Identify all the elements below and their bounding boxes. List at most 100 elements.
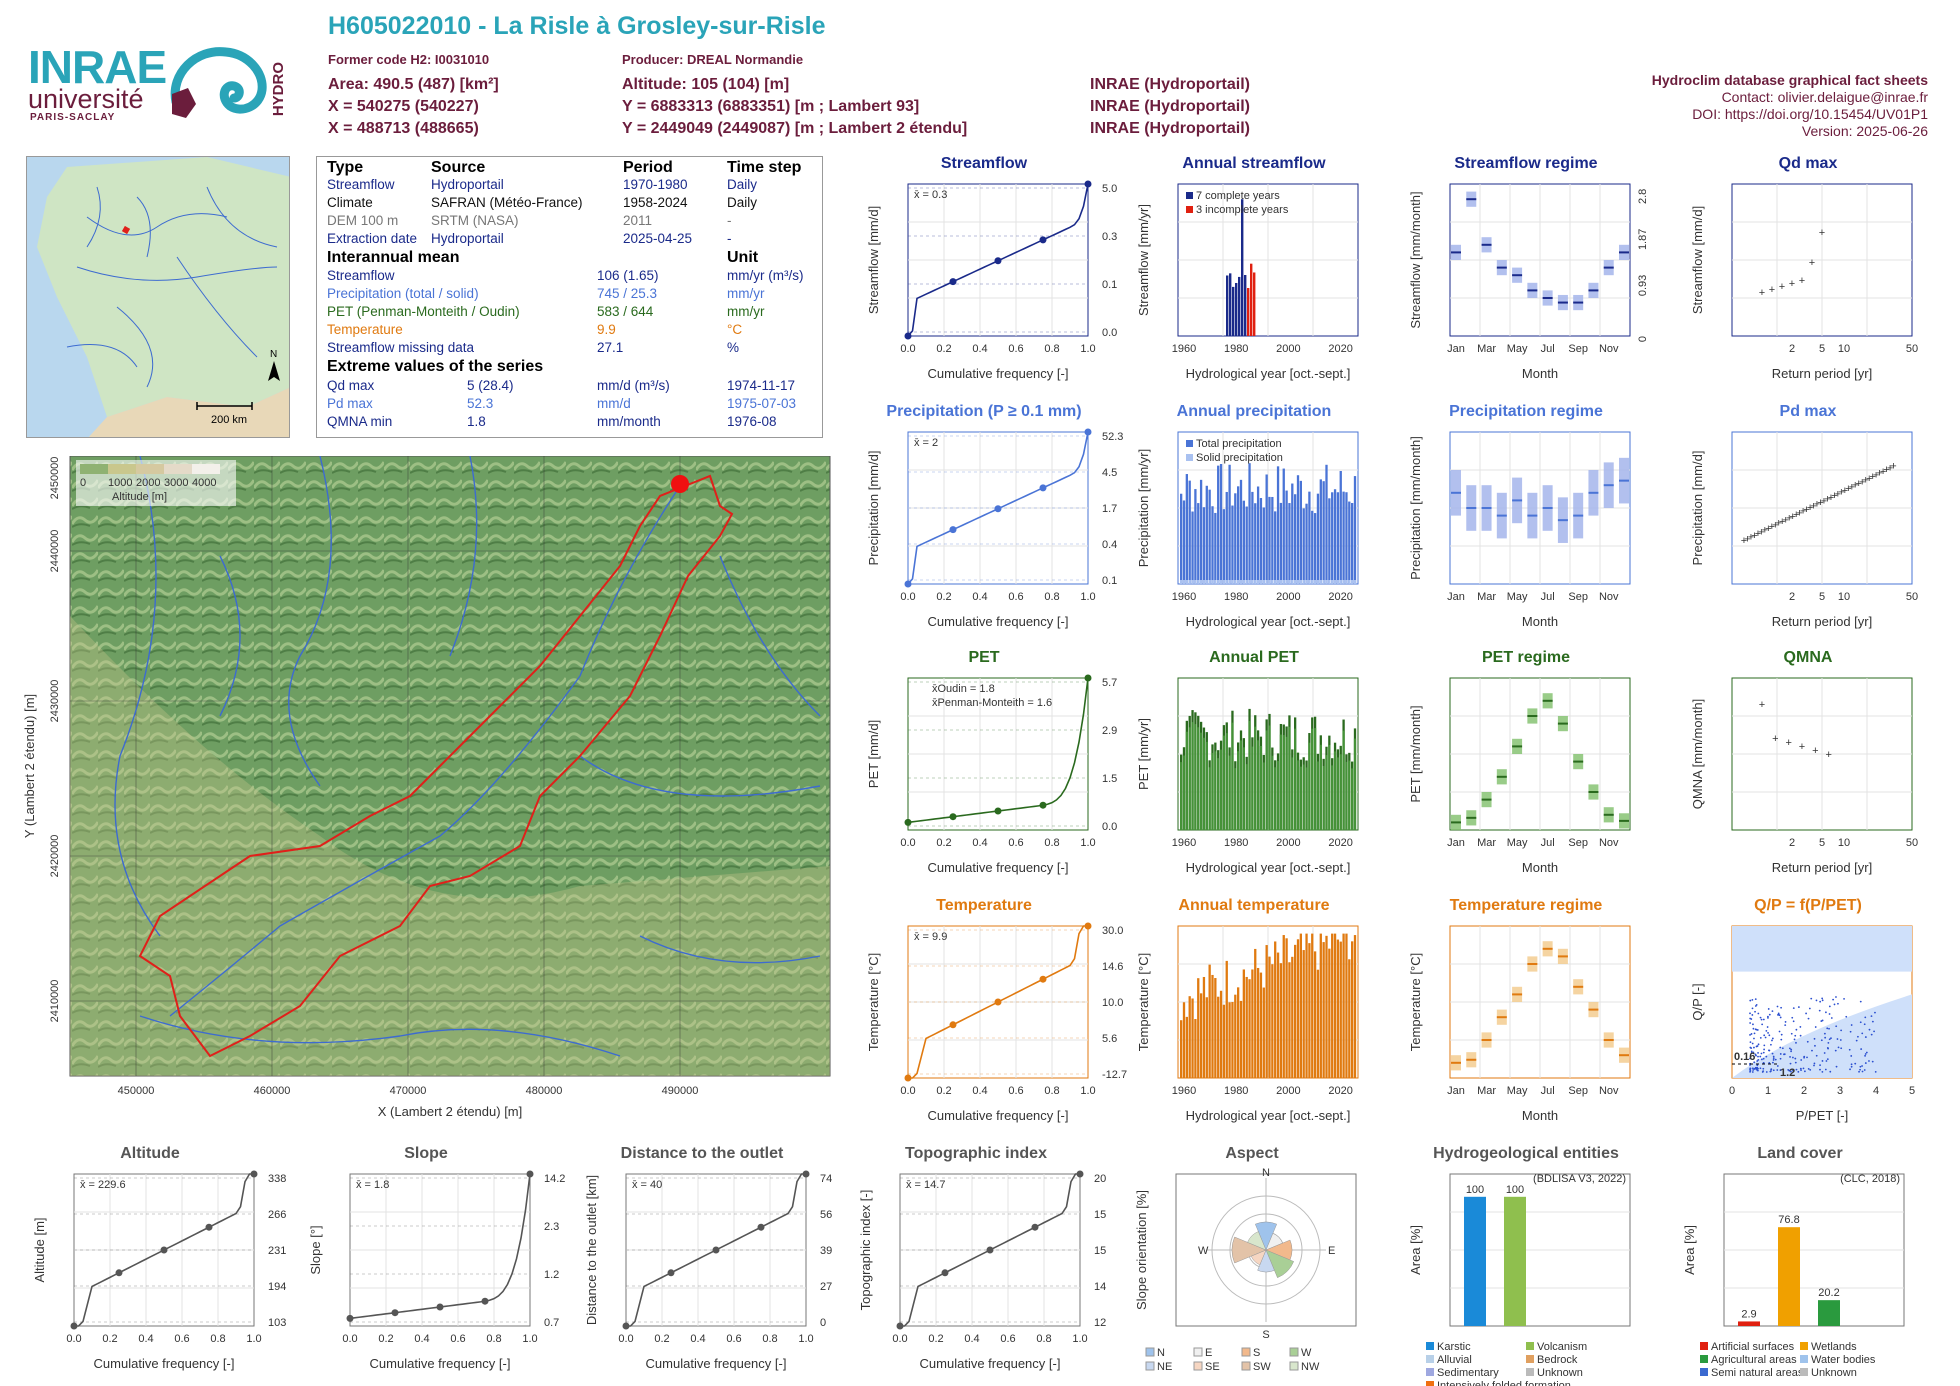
quantile-point xyxy=(1031,1223,1039,1231)
plot-frame xyxy=(625,1173,807,1327)
budyko-point xyxy=(1771,1037,1774,1040)
source-note: (BDLISA V3, 2022) xyxy=(1533,1173,1626,1185)
legend-swatch xyxy=(1800,1355,1808,1363)
legend-label: E xyxy=(1205,1347,1212,1359)
return-point: + xyxy=(1814,499,1820,511)
budyko-point xyxy=(1849,1068,1851,1071)
budyko-point xyxy=(1794,1034,1797,1037)
source-1: INRAE (Hydroportail) xyxy=(1090,76,1250,93)
quantile-label: 4.5 xyxy=(1102,467,1117,479)
legend-label: 3 incomplete years xyxy=(1196,204,1289,216)
x-tick: Jul xyxy=(1541,591,1555,603)
budyko-point xyxy=(1783,1053,1786,1056)
budyko-point xyxy=(1761,1023,1764,1026)
annual-bar-2 xyxy=(1339,754,1342,830)
solid-bar xyxy=(1265,580,1268,584)
basin-map: 0 1000 2000 3000 4000 Altitude [m] 45000… xyxy=(22,456,831,1119)
budyko-point xyxy=(1749,1067,1752,1070)
legend-swatch xyxy=(1186,192,1193,199)
map-xtick: 490000 xyxy=(662,1085,699,1097)
quantile-point xyxy=(436,1303,444,1311)
annual-bar xyxy=(1235,282,1238,336)
x-tick: 1.0 xyxy=(1072,1333,1087,1345)
map-legend-tick: 0 xyxy=(80,477,86,489)
annual-bar xyxy=(1271,496,1274,584)
x-tick: Mar xyxy=(1477,1085,1496,1097)
annual-bar xyxy=(1288,962,1291,1078)
x-tick: 1.0 xyxy=(798,1333,813,1345)
x-tick: Jul xyxy=(1541,1085,1555,1097)
budyko-point xyxy=(1757,1052,1759,1054)
annual-bar xyxy=(1305,760,1308,830)
france-minimap: 200 km N xyxy=(26,156,290,438)
return-point: + xyxy=(1862,475,1868,487)
annual-bar-2 xyxy=(1299,766,1302,830)
budyko-point xyxy=(1826,1058,1829,1061)
annual-bar xyxy=(1180,1020,1183,1078)
quantile-label: 1.5 xyxy=(1102,773,1117,785)
info-cell: 1970-1980 xyxy=(623,177,688,192)
category-bar xyxy=(1504,1196,1526,1326)
y-l2: Y = 2449049 (2449087) [m ; Lambert 2 éte… xyxy=(622,120,968,137)
budyko-point xyxy=(1771,1039,1773,1042)
chart-temperature: Temperature Cumulative frequency [-] Tempe… xyxy=(866,897,1127,1123)
quantile-point xyxy=(904,332,912,340)
legend-label: NE xyxy=(1157,1361,1172,1373)
regime-box xyxy=(1496,260,1507,276)
annual-bar xyxy=(1188,480,1191,584)
regime-box xyxy=(1588,784,1599,800)
regime-box xyxy=(1481,1032,1492,1048)
solid-bar xyxy=(1294,580,1297,584)
info-cell: PET (Penman-Monteith / Oudin) xyxy=(327,304,520,319)
annual-bar xyxy=(1348,959,1351,1078)
budyko-point xyxy=(1753,1046,1755,1049)
budyko-point xyxy=(1749,1017,1752,1020)
x-tick: 0.8 xyxy=(762,1333,777,1345)
x-tick: 0.0 xyxy=(618,1333,633,1345)
y-axis-label: Slope orientation [%] xyxy=(1134,1190,1149,1310)
x-axis-label: Return period [yr] xyxy=(1772,366,1872,381)
y-axis-label: QMNA [mm/month] xyxy=(1690,699,1705,810)
solid-bar xyxy=(1242,580,1245,584)
annual-bar xyxy=(1247,288,1250,336)
budyko-point xyxy=(1818,1009,1821,1012)
budyko-point xyxy=(1779,1069,1782,1071)
annual-bar-2 xyxy=(1328,745,1331,830)
x-axis-label: Month xyxy=(1522,860,1558,875)
annual-bar xyxy=(1182,747,1186,830)
return-point: + xyxy=(1810,500,1816,512)
info-cell: mm/yr (m³/s) xyxy=(727,268,804,283)
annual-bar-2 xyxy=(1325,755,1328,830)
budyko-point xyxy=(1767,1015,1769,1018)
plot-frame xyxy=(899,1173,1081,1327)
return-point: + xyxy=(1799,741,1805,753)
annual-bar xyxy=(1282,468,1285,584)
budyko-point xyxy=(1754,1066,1757,1069)
budyko-point xyxy=(1779,1046,1782,1049)
map-ylabel: Y (Lambert 2 étendu) [m] xyxy=(22,694,37,838)
budyko-point xyxy=(1779,1053,1782,1055)
annual-bar xyxy=(1208,489,1211,584)
bar-value: 76.8 xyxy=(1778,1214,1799,1226)
mean-label: x̄ = 2 xyxy=(914,437,938,449)
budyko-point xyxy=(1850,1024,1853,1026)
solid-bar xyxy=(1202,580,1206,584)
info-cell: Streamflow xyxy=(327,268,395,283)
quantile-point xyxy=(1084,922,1092,930)
budyko-point xyxy=(1850,1055,1853,1057)
budyko-point xyxy=(1762,1018,1765,1021)
annual-bar xyxy=(1339,941,1342,1078)
return-point: + xyxy=(1772,733,1778,745)
budyko-point xyxy=(1825,1011,1827,1014)
plot-frame xyxy=(907,925,1089,1079)
h-period: Period xyxy=(623,159,673,176)
annual-bar xyxy=(1231,1002,1234,1078)
budyko-point xyxy=(1864,1053,1867,1055)
plot-frame xyxy=(73,1173,255,1327)
x-tick: 1980 xyxy=(1224,1085,1248,1097)
annual-bar xyxy=(1325,935,1328,1078)
quantile-label: 2.3 xyxy=(544,1221,559,1233)
annual-bar xyxy=(1228,747,1231,830)
budyko-point xyxy=(1843,997,1845,1000)
annual-bar xyxy=(1214,978,1217,1078)
